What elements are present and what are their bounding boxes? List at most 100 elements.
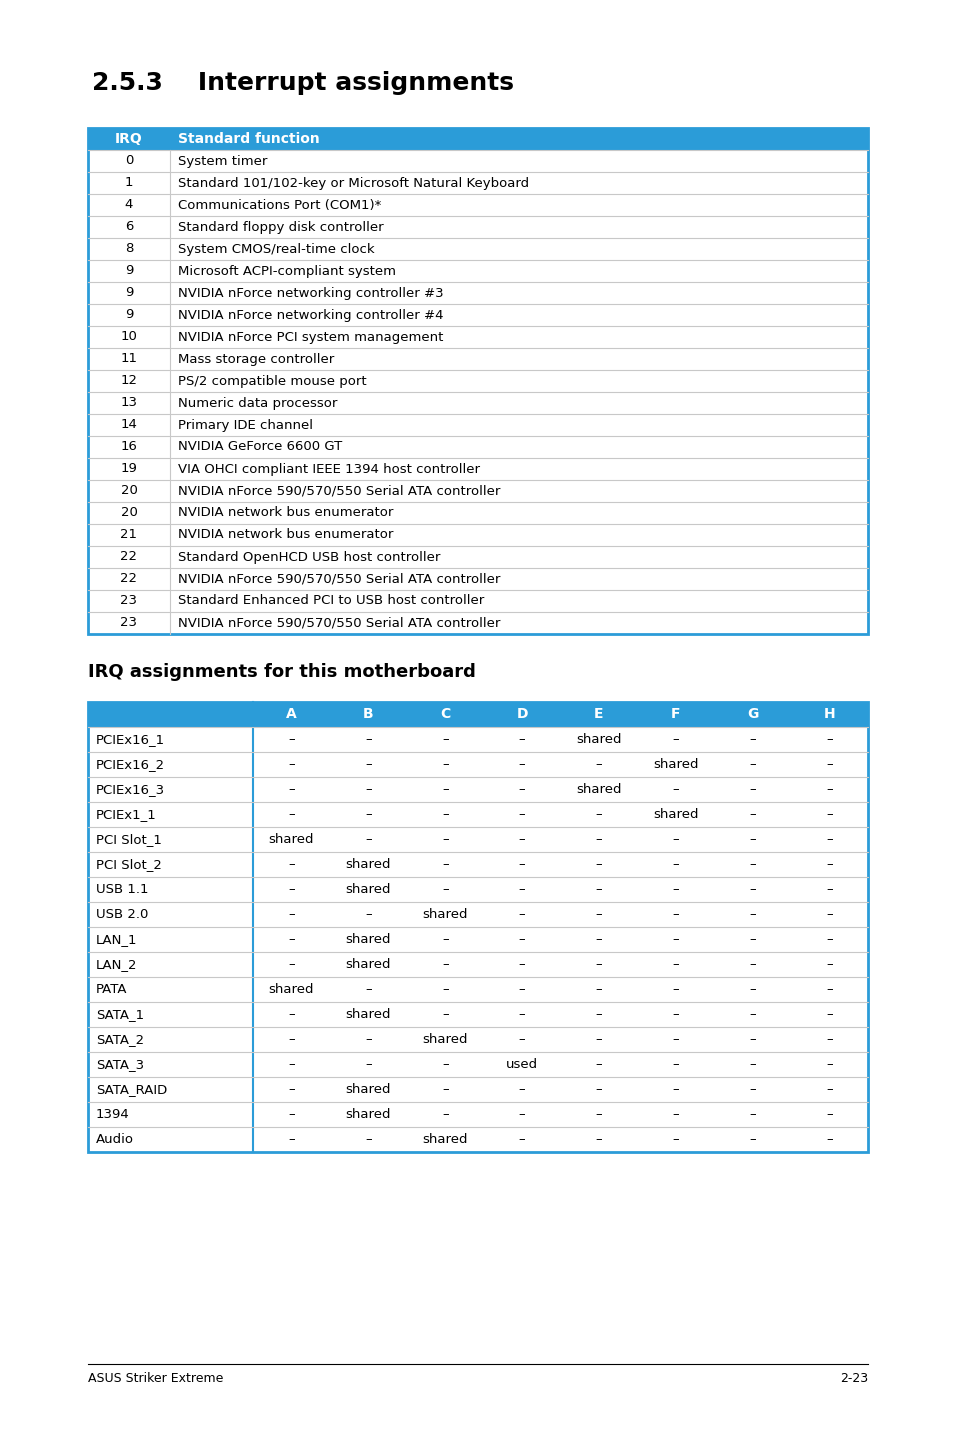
Text: –: – xyxy=(749,733,755,746)
Text: –: – xyxy=(749,758,755,771)
Text: –: – xyxy=(595,984,601,997)
Text: NVIDIA nForce networking controller #4: NVIDIA nForce networking controller #4 xyxy=(178,309,443,322)
Text: shared: shared xyxy=(653,808,698,821)
Text: –: – xyxy=(825,858,832,871)
Text: –: – xyxy=(825,1058,832,1071)
Text: –: – xyxy=(749,933,755,946)
Text: –: – xyxy=(595,907,601,920)
Text: SATA_2: SATA_2 xyxy=(96,1032,144,1045)
Text: LAN_2: LAN_2 xyxy=(96,958,137,971)
Text: 4: 4 xyxy=(125,198,133,211)
Text: NVIDIA network bus enumerator: NVIDIA network bus enumerator xyxy=(178,529,393,542)
Text: 1394: 1394 xyxy=(96,1109,130,1122)
Text: –: – xyxy=(749,907,755,920)
Text: –: – xyxy=(365,907,372,920)
Text: D: D xyxy=(516,707,527,722)
Text: –: – xyxy=(749,958,755,971)
Text: shared: shared xyxy=(345,1109,391,1122)
Text: –: – xyxy=(672,733,679,746)
Text: –: – xyxy=(518,1109,525,1122)
Text: 12: 12 xyxy=(120,374,137,387)
Text: Standard floppy disk controller: Standard floppy disk controller xyxy=(178,220,383,233)
Bar xyxy=(88,128,867,150)
Text: –: – xyxy=(672,1058,679,1071)
Text: –: – xyxy=(672,858,679,871)
Text: –: – xyxy=(749,808,755,821)
Text: –: – xyxy=(749,833,755,846)
Text: –: – xyxy=(518,1032,525,1045)
Text: VIA OHCI compliant IEEE 1394 host controller: VIA OHCI compliant IEEE 1394 host contro… xyxy=(178,463,479,476)
Text: –: – xyxy=(672,958,679,971)
Text: –: – xyxy=(825,907,832,920)
Text: –: – xyxy=(441,1109,448,1122)
Text: Numeric data processor: Numeric data processor xyxy=(178,397,337,410)
Text: Primary IDE channel: Primary IDE channel xyxy=(178,418,313,431)
Text: –: – xyxy=(288,858,294,871)
Text: shared: shared xyxy=(345,883,391,896)
Text: System timer: System timer xyxy=(178,154,267,167)
Text: NVIDIA GeForce 6600 GT: NVIDIA GeForce 6600 GT xyxy=(178,440,342,453)
Text: –: – xyxy=(749,1032,755,1045)
Text: –: – xyxy=(672,984,679,997)
Text: –: – xyxy=(441,1008,448,1021)
Text: PCIEx16_2: PCIEx16_2 xyxy=(96,758,165,771)
Text: USB 1.1: USB 1.1 xyxy=(96,883,149,896)
Text: NVIDIA nForce 590/570/550 Serial ATA controller: NVIDIA nForce 590/570/550 Serial ATA con… xyxy=(178,617,500,630)
Text: Standard Enhanced PCI to USB host controller: Standard Enhanced PCI to USB host contro… xyxy=(178,594,484,607)
Text: Standard 101/102-key or Microsoft Natural Keyboard: Standard 101/102-key or Microsoft Natura… xyxy=(178,177,529,190)
Text: shared: shared xyxy=(422,1032,468,1045)
Text: shared: shared xyxy=(345,933,391,946)
Text: –: – xyxy=(672,1109,679,1122)
Text: –: – xyxy=(518,858,525,871)
Text: Standard function: Standard function xyxy=(178,132,319,147)
Text: 1: 1 xyxy=(125,177,133,190)
Text: 10: 10 xyxy=(120,331,137,344)
Text: System CMOS/real-time clock: System CMOS/real-time clock xyxy=(178,243,375,256)
Text: 14: 14 xyxy=(120,418,137,431)
Text: NVIDIA nForce PCI system management: NVIDIA nForce PCI system management xyxy=(178,331,443,344)
Text: –: – xyxy=(365,808,372,821)
Text: –: – xyxy=(595,808,601,821)
Text: –: – xyxy=(365,1032,372,1045)
Text: ASUS Striker Extreme: ASUS Striker Extreme xyxy=(88,1372,223,1385)
Text: –: – xyxy=(441,883,448,896)
Text: –: – xyxy=(595,958,601,971)
Text: –: – xyxy=(441,733,448,746)
Text: –: – xyxy=(749,883,755,896)
Text: –: – xyxy=(288,958,294,971)
Text: 20: 20 xyxy=(120,506,137,519)
Text: –: – xyxy=(518,984,525,997)
Text: F: F xyxy=(670,707,679,722)
Text: –: – xyxy=(288,784,294,797)
Text: –: – xyxy=(441,1058,448,1071)
Text: 20: 20 xyxy=(120,485,137,498)
Text: –: – xyxy=(595,1008,601,1021)
Text: –: – xyxy=(288,1109,294,1122)
Text: –: – xyxy=(595,933,601,946)
Text: 23: 23 xyxy=(120,594,137,607)
Text: –: – xyxy=(441,858,448,871)
Text: –: – xyxy=(518,883,525,896)
Text: –: – xyxy=(441,833,448,846)
Text: Mass storage controller: Mass storage controller xyxy=(178,352,334,365)
Text: 8: 8 xyxy=(125,243,133,256)
Text: PATA: PATA xyxy=(96,984,128,997)
Text: H: H xyxy=(822,707,835,722)
Text: SATA_RAID: SATA_RAID xyxy=(96,1083,167,1096)
Text: –: – xyxy=(825,883,832,896)
Text: –: – xyxy=(518,1133,525,1146)
Text: –: – xyxy=(288,1133,294,1146)
Text: 21: 21 xyxy=(120,529,137,542)
Text: shared: shared xyxy=(345,1083,391,1096)
Text: 13: 13 xyxy=(120,397,137,410)
Text: –: – xyxy=(672,1008,679,1021)
Text: shared: shared xyxy=(576,733,621,746)
Text: Microsoft ACPI-compliant system: Microsoft ACPI-compliant system xyxy=(178,265,395,278)
Text: –: – xyxy=(672,907,679,920)
Text: PCIEx16_3: PCIEx16_3 xyxy=(96,784,165,797)
Text: –: – xyxy=(441,984,448,997)
Text: –: – xyxy=(825,984,832,997)
Text: PCIEx1_1: PCIEx1_1 xyxy=(96,808,156,821)
Text: –: – xyxy=(749,984,755,997)
Text: –: – xyxy=(441,933,448,946)
